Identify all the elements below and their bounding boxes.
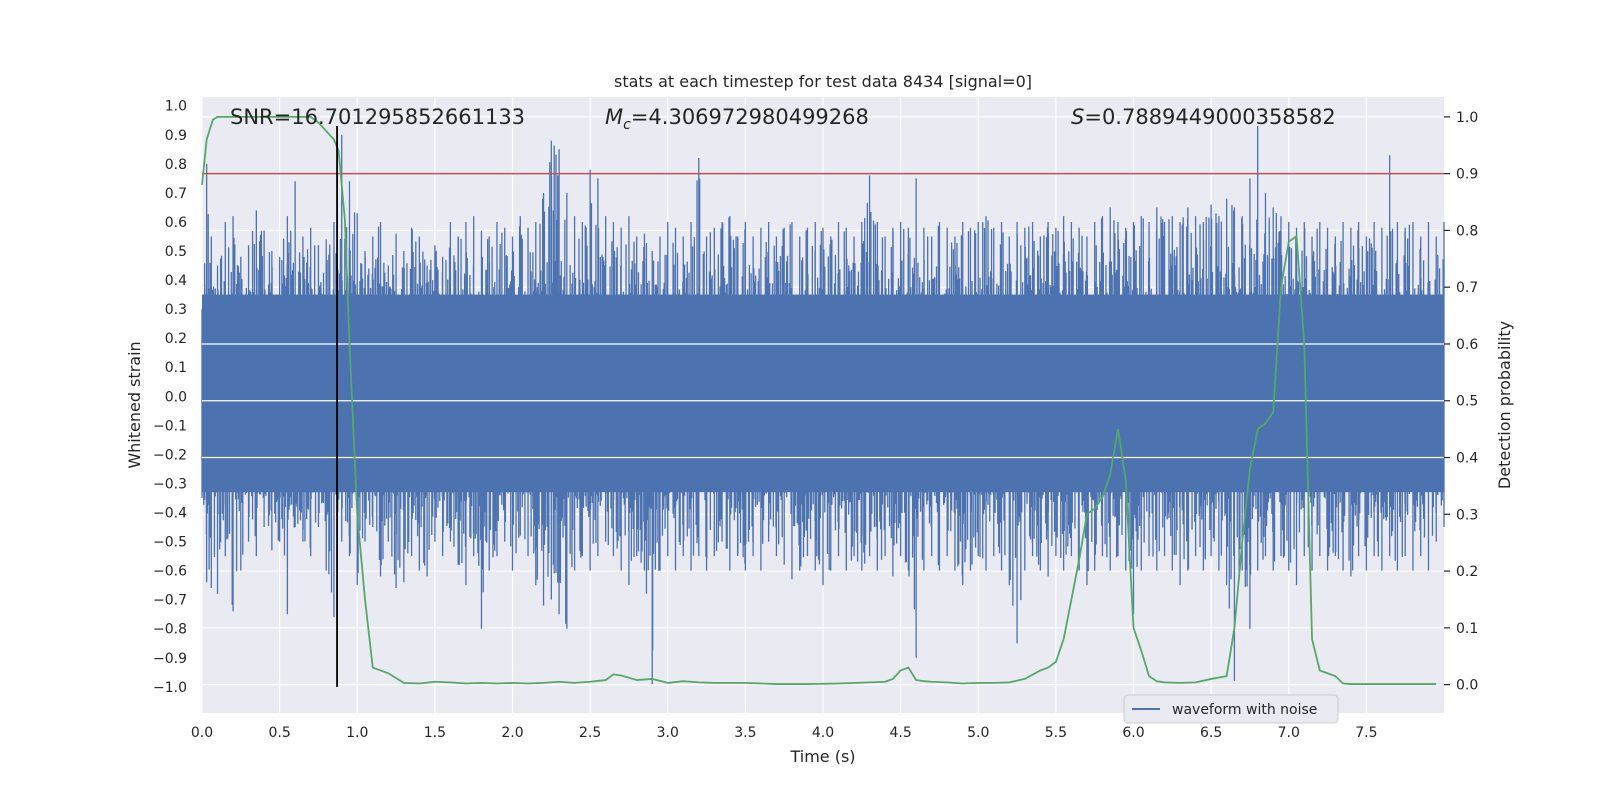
y-left-tick-label: −0.2: [153, 447, 187, 463]
y-right-tick-label: 0.6: [1456, 337, 1478, 353]
x-tick-label: 1.0: [346, 725, 368, 741]
x-tick-label: 3.0: [657, 725, 679, 741]
mc-subscript: c: [623, 117, 631, 133]
mc-annotation: Mc=4.306972980499268: [605, 105, 869, 133]
y-right-tick-label: 0.4: [1456, 451, 1478, 467]
mc-symbol: M: [605, 105, 623, 129]
y-left-tick-label: 0.1: [165, 360, 187, 376]
legend-box: [1123, 694, 1339, 724]
probability-series: [201, 115, 1437, 685]
y-left-tick-label: 0.3: [165, 302, 187, 318]
y-right-axis-label: Detection probability: [1495, 321, 1514, 489]
y-left-tick-label: −1.0: [153, 680, 187, 696]
y-right-tick-label: 0.3: [1456, 507, 1478, 523]
x-tick-label: 2.0: [501, 725, 523, 741]
y-left-tick-label: −0.7: [153, 593, 187, 609]
x-tick-label: 2.5: [579, 725, 601, 741]
chart-title: stats at each timestep for test data 843…: [614, 72, 1032, 91]
y-left-tick-label: −0.5: [153, 535, 187, 551]
y-left-tick-label: 0.2: [165, 331, 187, 347]
waveform-series: [201, 126, 1445, 684]
s-value: =0.7889449000358582: [1084, 105, 1335, 129]
x-tick-label: 6.0: [1122, 725, 1144, 741]
y-right-tick-label: 0.1: [1456, 621, 1478, 637]
x-tick-label: 4.5: [889, 725, 911, 741]
x-tick-label: 7.0: [1278, 725, 1300, 741]
y-right-tick-label: 0.5: [1456, 394, 1478, 410]
x-tick-label: 0.5: [268, 725, 290, 741]
legend: waveform with noise: [1123, 694, 1339, 724]
y-left-tick-label: 1.0: [165, 99, 187, 115]
x-tick-label: 1.5: [424, 725, 446, 741]
y-right-tick-label: 0.9: [1456, 167, 1478, 183]
x-tick-label: 5.0: [967, 725, 989, 741]
x-tick-label: 6.5: [1200, 725, 1222, 741]
y-right-tick-label: 0.8: [1456, 223, 1478, 239]
y-left-axis-ticks: 1.0 0.9 0.8 0.7 0.6 0.5 0.4 0.3 0.2 0.1 0.0 −0.1 −0.…: [153, 99, 187, 696]
x-tick-label: 7.5: [1355, 725, 1377, 741]
x-tick-label: 0.0: [191, 725, 213, 741]
y-left-tick-label: 0.8: [165, 157, 187, 173]
x-tick-label: 3.5: [734, 725, 756, 741]
s-symbol: S: [1071, 105, 1084, 129]
y-left-tick-label: 0.6: [165, 215, 187, 231]
y-left-tick-label: −0.6: [153, 564, 187, 580]
y-right-tick-label: 0.7: [1456, 280, 1478, 296]
x-axis-ticks: 0.0 0.5 1.0 1.5 2.0 2.5 3.0 3.5 4.0 4.5 5.0 5.5 6.0 6…: [191, 725, 1378, 741]
snr-annotation: SNR=16.701295852661133: [230, 105, 525, 129]
y-left-tick-label: −0.4: [153, 506, 187, 522]
x-axis-label: Time (s): [789, 747, 855, 766]
x-tick-label: 4.0: [812, 725, 834, 741]
y-right-axis-ticks: 1.0 0.9 0.8 0.7 0.6 0.5 0.4 0.3 0.2 0.1 0.0: [1444, 110, 1478, 694]
y-right-tick-label: 1.0: [1456, 110, 1478, 126]
mc-value: =4.306972980499268: [631, 105, 869, 129]
y-left-tick-label: 0.0: [165, 389, 187, 405]
y-left-tick-label: 0.5: [165, 244, 187, 260]
y-left-axis-label: Whitened strain: [125, 341, 144, 468]
legend-label: waveform with noise: [1172, 702, 1317, 718]
y-left-tick-label: −0.9: [153, 651, 187, 667]
x-tick-label: 5.5: [1045, 725, 1067, 741]
y-left-tick-label: 0.7: [165, 186, 187, 202]
y-left-tick-label: −0.8: [153, 622, 187, 638]
y-left-tick-label: −0.3: [153, 476, 187, 492]
y-left-tick-label: −0.1: [153, 418, 187, 434]
y-left-tick-label: 0.4: [165, 273, 187, 289]
y-right-tick-label: 0.2: [1456, 564, 1478, 580]
s-annotation: S=0.7889449000358582: [1071, 105, 1336, 129]
y-right-tick-label: 0.0: [1456, 678, 1478, 694]
y-left-tick-label: 0.9: [165, 128, 187, 144]
waveform-trace: [201, 126, 1445, 684]
